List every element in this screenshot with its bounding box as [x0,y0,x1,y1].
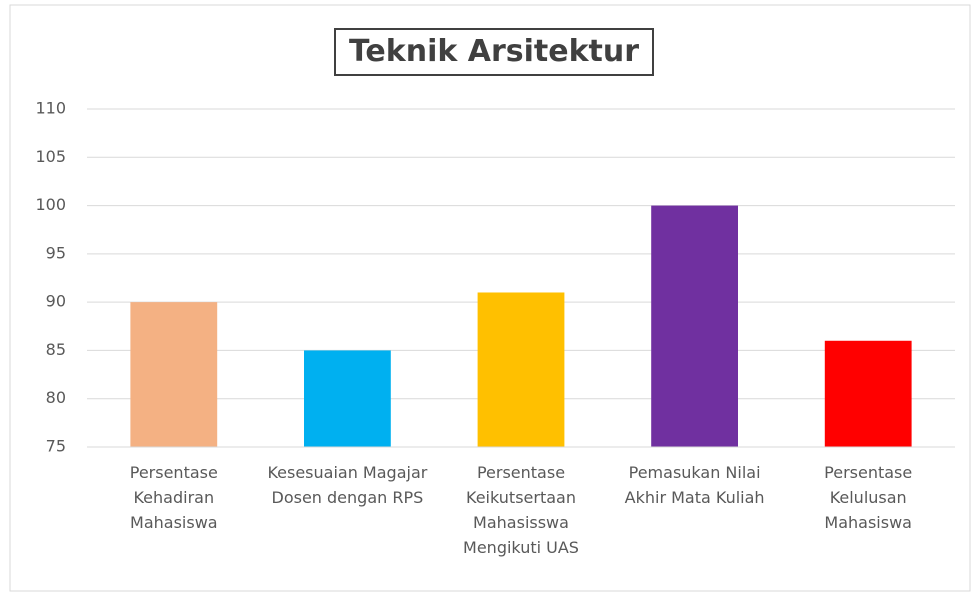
y-tick-label: 85 [46,340,66,359]
bar [824,340,912,447]
bar [651,205,738,447]
chart-title: Teknik Arsitektur [334,28,654,76]
chart-border [9,4,971,592]
x-tick-label: Persentase Kelulusan Mahasiswa [824,463,913,532]
y-tick-label: 100 [35,195,66,214]
y-tick-label: 75 [46,437,66,456]
bar [477,292,565,447]
y-tick-label: 95 [46,243,66,262]
x-tick-label: Kesesuaian Magajar Dosen dengan RPS [267,463,428,507]
bar [304,350,391,447]
x-tick-label: Persentase Keikutsertaan Mahasisswa Meng… [463,463,579,557]
y-tick-label: 90 [46,292,66,311]
x-tick-label: Pemasukan Nilai Akhir Mata Kuliah [624,463,765,507]
y-tick-label: 110 [35,99,66,118]
bar [130,302,218,447]
x-tick-label: Persentase Kehadiran Mahasiswa [129,463,218,532]
y-tick-label: 80 [46,388,66,407]
y-tick-label: 105 [35,147,66,166]
